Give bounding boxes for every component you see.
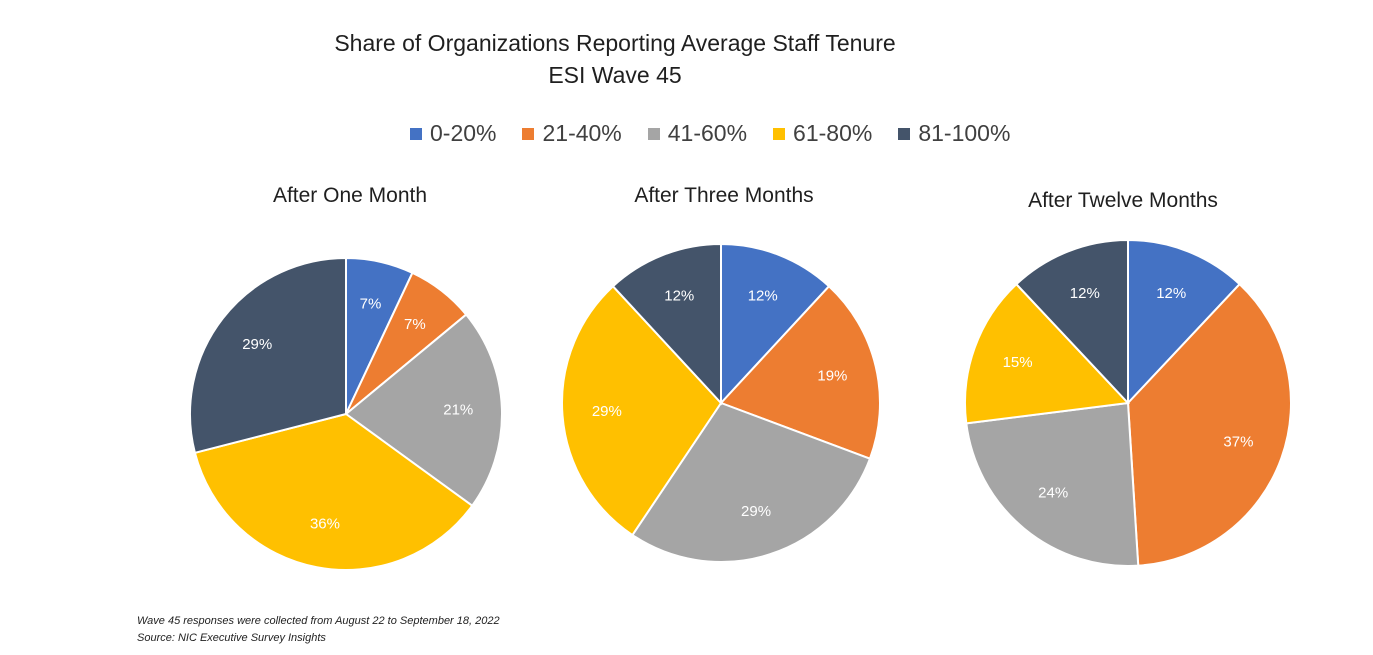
legend-item: 21-40%: [522, 120, 622, 147]
slice-label: 12%: [1070, 285, 1100, 302]
slice-label: 36%: [310, 515, 340, 532]
pie-title-one-month: After One Month: [272, 184, 428, 207]
legend-swatch: [410, 127, 422, 140]
slice-label: 7%: [404, 316, 426, 333]
pie-slice: [720, 242, 831, 406]
pie-slice: [1127, 238, 1241, 406]
legend-label: 0-20%: [430, 120, 497, 146]
legend-label: 21-40%: [542, 120, 622, 146]
slice-label: 24%: [1038, 484, 1068, 501]
slice-label: 29%: [242, 336, 272, 353]
legend-item: 81-100%: [898, 120, 1010, 147]
legend: 0-20% 21-40% 41-60% 61-80% 81-100%: [410, 120, 1010, 147]
pie-slice: [561, 284, 723, 537]
legend-label: 61-80%: [793, 120, 873, 146]
slice-label: 29%: [741, 503, 771, 520]
pie-slice: [611, 242, 722, 406]
footnote-collection-dates: Wave 45 responses were collected from Au…: [137, 615, 500, 627]
pie-title-three-months: After Three Months: [634, 184, 814, 207]
legend-item: 0-20%: [410, 120, 496, 147]
pie-slice: [189, 256, 347, 455]
chart-title: Share of Organizations Reporting Average…: [334, 30, 896, 56]
pie-slice: [1015, 238, 1129, 406]
slice-label: 37%: [1223, 434, 1253, 451]
slice-label: 12%: [1156, 285, 1186, 302]
pie-slice: [193, 412, 474, 571]
slice-label: 7%: [360, 295, 382, 312]
slice-label: 12%: [748, 287, 778, 304]
slice-label: 21%: [443, 401, 473, 418]
slice-label: 29%: [592, 403, 622, 420]
pie-slice: [1126, 282, 1292, 567]
chart-subtitle: ESI Wave 45: [548, 62, 682, 88]
legend-label: 81-100%: [918, 120, 1011, 146]
pie-slice: [965, 401, 1140, 567]
legend-item: 41-60%: [647, 120, 748, 147]
pie-slice: [964, 282, 1131, 425]
pie-title-twelve-months: After Twelve Months: [1028, 189, 1218, 212]
slice-label: 12%: [664, 287, 694, 304]
footnote-source: Source: NIC Executive Survey Insights: [137, 632, 326, 644]
legend-label: 41-60%: [667, 120, 748, 146]
slice-label: 19%: [817, 368, 847, 385]
pie-slice: [631, 401, 872, 563]
pie-slice: [719, 284, 881, 460]
legend-swatch: [773, 127, 786, 140]
legend-swatch: [647, 127, 660, 140]
pie-slice: [344, 313, 503, 508]
legend-swatch: [522, 127, 535, 140]
legend-swatch: [898, 127, 911, 140]
slice-label: 15%: [1003, 354, 1033, 371]
legend-item: 61-80%: [773, 120, 872, 147]
